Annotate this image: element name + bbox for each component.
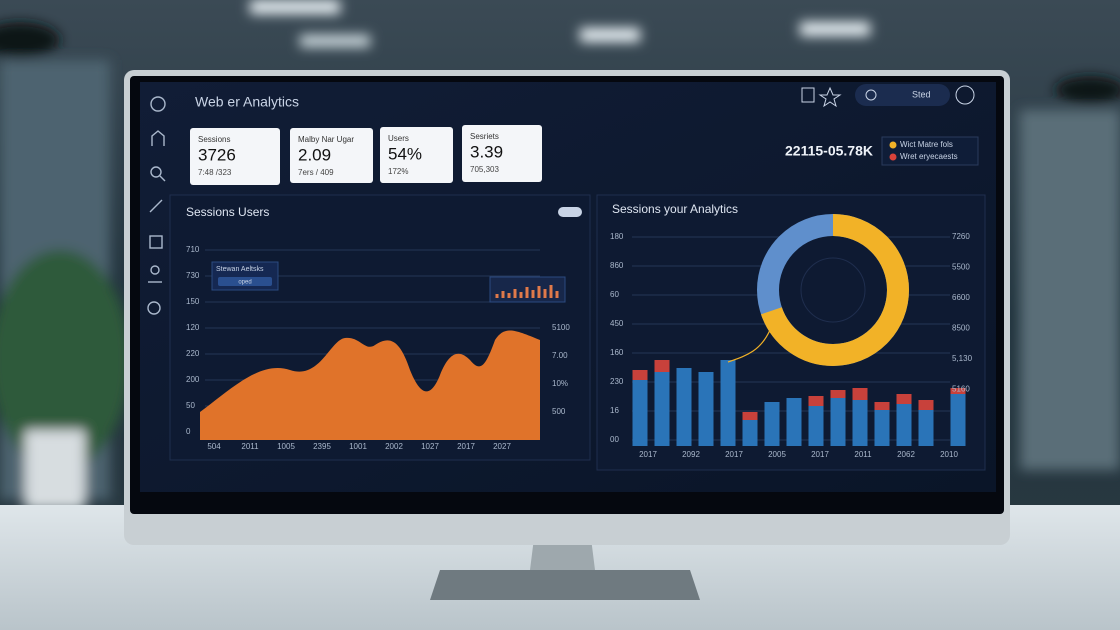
y2-tick-label: 5160 [952, 385, 970, 394]
x-tick-label: 2062 [897, 450, 915, 459]
x-tick-label: 2017 [725, 450, 743, 459]
x-tick-label: 2092 [682, 450, 700, 459]
kpi-value: 2.09 [298, 145, 331, 164]
kpi-card [462, 125, 542, 182]
kpi-sub: 7ers / 409 [298, 168, 334, 177]
x-tick-label: 2017 [639, 450, 657, 459]
range: 22115-05.78K [785, 143, 873, 159]
y-tick-label: 450 [610, 319, 624, 328]
inset-button[interactable] [218, 277, 272, 286]
sidebar [147, 96, 166, 315]
x-tick-label: 2005 [768, 450, 786, 459]
y-tick-label: 120 [186, 323, 200, 332]
y-tick-label: 00 [610, 435, 619, 444]
inset-title: Stewan Aeltsks [216, 266, 264, 273]
y2-tick-label: 8500 [952, 324, 970, 333]
kpi-card [190, 128, 280, 185]
legend [881, 136, 979, 166]
icon[interactable] [955, 85, 975, 105]
kpi-value: 3.39 [470, 142, 503, 161]
kpi-value: 3726 [198, 145, 236, 164]
x-tick-label: 504 [207, 442, 221, 451]
y-tick-label: 160 [610, 348, 624, 357]
menu-label[interactable]: Sted [912, 89, 931, 99]
y-tick-label: 50 [186, 401, 195, 410]
inset-button-label[interactable]: oped [238, 280, 251, 286]
y-tick-label: 220 [186, 349, 200, 358]
bar-chart [632, 329, 966, 446]
x-tick-label: 2027 [493, 442, 511, 451]
x-tick-label: 2011 [241, 442, 259, 451]
x-tick-label: 1005 [277, 442, 295, 451]
kpi-label: Sessions [198, 135, 230, 144]
y2-tick-label: 10% [552, 379, 568, 388]
menu-pill[interactable] [855, 84, 950, 106]
y2-tick-label: 5,130 [952, 354, 973, 363]
x-tick-label: 2011 [854, 450, 872, 459]
app-title: Web er Analytics [195, 94, 299, 110]
mini-bars [489, 276, 566, 303]
office-blur [0, 0, 1120, 510]
y2-tick-label: 5500 [952, 263, 970, 272]
y2-tick-label: 6600 [952, 293, 970, 302]
legend-swatch [889, 153, 897, 161]
kpi-sub: 172% [388, 167, 408, 176]
kpi-card [290, 128, 373, 183]
x-tick-label: 2017 [457, 442, 475, 451]
legend-swatch [889, 141, 897, 149]
x-tick-label: 1001 [349, 442, 367, 451]
kpi-sub: 705,303 [470, 165, 499, 174]
donut [757, 214, 909, 366]
y2-tick-label: 5100 [552, 323, 570, 332]
monitor-base [430, 570, 700, 600]
y-tick-label: 16 [610, 406, 619, 415]
y-tick-label: 710 [186, 245, 200, 254]
panel-title: Sessions Users [186, 205, 269, 219]
area-chart [200, 330, 540, 440]
y2-tick-label: 7.00 [552, 351, 568, 360]
panel-title: Sessions your Analytics [612, 202, 738, 216]
kpi-label: Sesriets [470, 132, 499, 141]
x-tick-label: 2010 [940, 450, 958, 459]
y-tick-label: 150 [186, 297, 200, 306]
toggle[interactable] [558, 207, 582, 217]
legend-label: Wret eryecaests [900, 152, 958, 161]
y-tick-label: 860 [610, 261, 624, 270]
y-tick-label: 730 [186, 271, 200, 280]
x-tick-label: 1027 [421, 442, 439, 451]
x-tick-label: 2002 [385, 442, 403, 451]
y2-tick-label: 7260 [952, 232, 970, 241]
icon[interactable] [818, 86, 842, 108]
kpi-label: Malby Nar Ugar [298, 135, 354, 144]
icon[interactable] [801, 87, 815, 103]
kpi-sub: 7:48 /323 [198, 168, 232, 177]
y-tick-label: 200 [186, 375, 200, 384]
kpi-value: 54% [388, 144, 422, 163]
kpi-label: Users [388, 134, 409, 143]
y-tick-label: 0 [186, 427, 191, 436]
y-tick-label: 60 [610, 290, 619, 299]
y-tick-label: 230 [610, 377, 624, 386]
legend-label: Wict Matre fols [900, 140, 953, 149]
y-tick-label: 180 [610, 232, 624, 241]
x-tick-label: 2395 [313, 442, 331, 451]
kpi-card [380, 127, 453, 183]
icon [865, 89, 877, 101]
y2-tick-label: 500 [552, 407, 566, 416]
x-tick-label: 2017 [811, 450, 829, 459]
